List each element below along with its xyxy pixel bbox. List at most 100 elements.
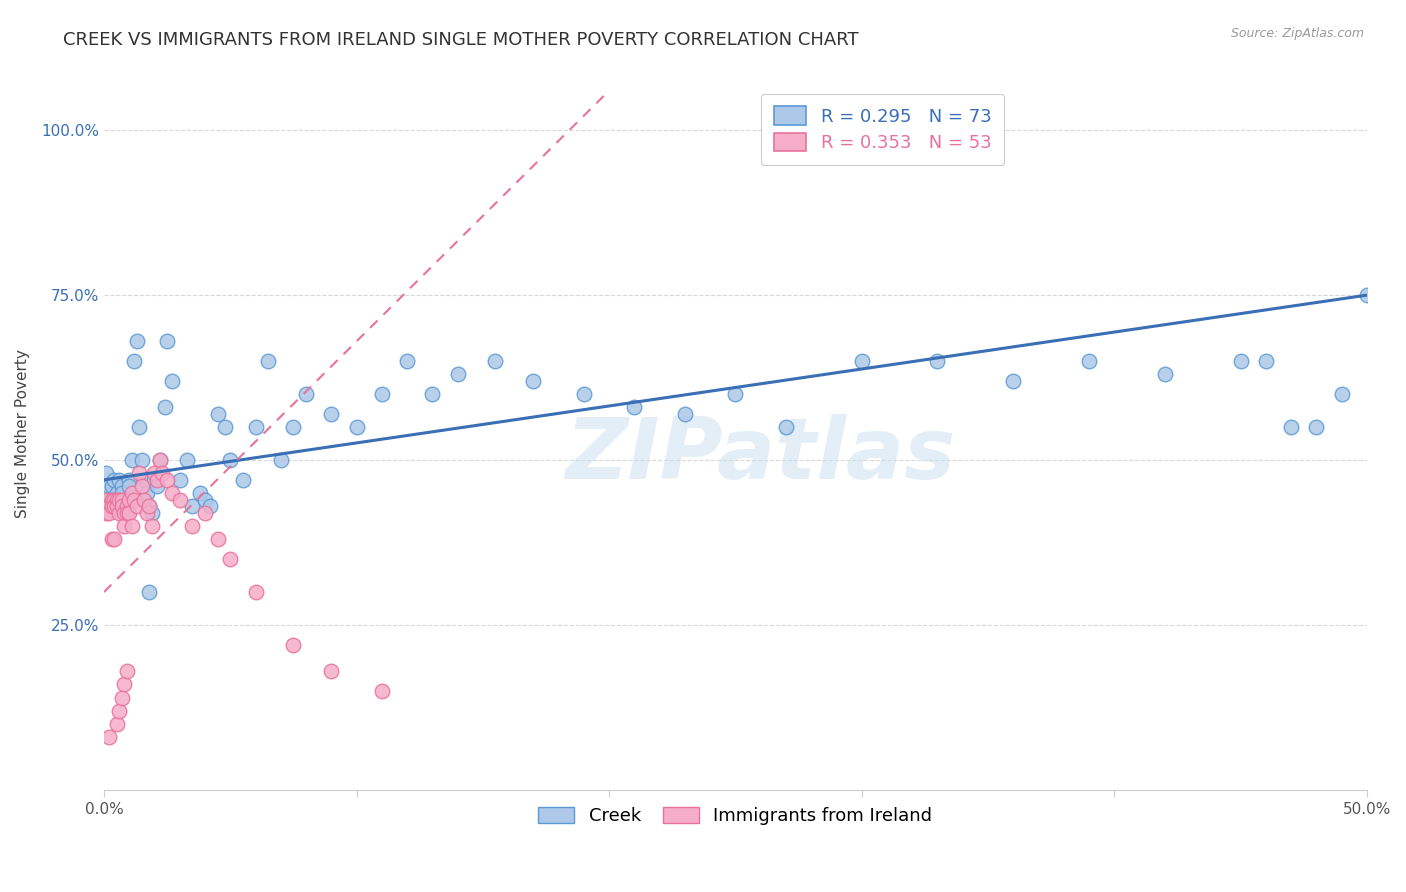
Point (1153, 368, 1175, 382)
Point (138, 500, 160, 514)
Point (188, 486, 211, 500)
Point (134, 492, 156, 507)
Point (724, 387, 747, 401)
Point (112, 492, 135, 507)
Point (153, 401, 176, 415)
Point (121, 453, 143, 467)
Point (1254, 354, 1277, 368)
Point (150, 467, 173, 481)
Point (1229, 354, 1251, 368)
Point (148, 453, 170, 467)
Point (103, 500, 125, 514)
Point (103, 533, 125, 547)
Point (851, 354, 873, 368)
Point (111, 479, 134, 493)
Point (103, 473, 125, 487)
Point (146, 473, 169, 487)
Point (148, 453, 170, 467)
Point (124, 492, 146, 507)
Point (775, 420, 797, 434)
Point (118, 506, 141, 520)
Point (131, 453, 153, 467)
Point (135, 506, 157, 520)
Point (105, 492, 128, 507)
Point (108, 506, 131, 520)
Point (143, 473, 166, 487)
Point (270, 453, 292, 467)
Point (283, 638, 305, 652)
Point (103, 492, 125, 507)
Point (111, 500, 134, 514)
Point (105, 500, 128, 514)
Point (141, 519, 163, 533)
Point (100, 500, 122, 514)
Point (207, 533, 229, 547)
Text: CREEK VS IMMIGRANTS FROM IRELAND SINGLE MOTHER POVERTY CORRELATION CHART: CREEK VS IMMIGRANTS FROM IRELAND SINGLE … (63, 31, 859, 49)
Text: Source: ZipAtlas.com: Source: ZipAtlas.com (1230, 27, 1364, 40)
Point (146, 479, 169, 493)
Point (396, 354, 419, 368)
Point (105, 492, 128, 507)
Point (219, 552, 242, 566)
Point (176, 453, 198, 467)
Point (169, 492, 191, 507)
Point (927, 354, 949, 368)
Point (214, 420, 236, 434)
Point (125, 334, 148, 349)
Point (96, 506, 118, 520)
Point (283, 420, 305, 434)
Point (125, 500, 148, 514)
Point (100, 533, 122, 547)
Point (118, 492, 141, 507)
Point (96, 492, 118, 507)
Point (484, 354, 506, 368)
Point (108, 492, 131, 507)
Point (103, 492, 125, 507)
Point (118, 473, 141, 487)
Point (198, 500, 221, 514)
Point (371, 684, 394, 698)
Point (420, 387, 443, 401)
Point (112, 677, 135, 691)
Point (219, 453, 242, 467)
Point (100, 479, 122, 493)
Point (98, 492, 121, 507)
Point (232, 473, 254, 487)
Point (118, 479, 141, 493)
Point (1279, 420, 1302, 434)
Point (1355, 288, 1378, 302)
Point (143, 467, 166, 481)
Point (105, 486, 128, 500)
Point (100, 500, 122, 514)
Point (321, 664, 343, 678)
Point (1305, 420, 1327, 434)
Point (124, 354, 146, 368)
Point (207, 407, 229, 421)
Point (112, 519, 135, 533)
Point (111, 486, 134, 500)
Point (108, 704, 131, 718)
Text: ZIPatlas: ZIPatlas (565, 414, 956, 497)
Point (112, 500, 135, 514)
Point (257, 354, 280, 368)
Point (96, 467, 118, 481)
Point (446, 368, 468, 382)
Point (141, 506, 163, 520)
Point (98, 506, 121, 520)
Point (131, 479, 153, 493)
Point (245, 420, 267, 434)
Point (1078, 354, 1101, 368)
Point (115, 492, 138, 507)
Point (194, 506, 217, 520)
Point (112, 506, 135, 520)
Point (346, 420, 368, 434)
Point (623, 401, 645, 415)
Point (121, 486, 143, 500)
Point (138, 585, 160, 599)
Point (295, 387, 318, 401)
Point (100, 492, 122, 507)
Point (115, 664, 138, 678)
Y-axis label: Single Mother Poverty: Single Mother Poverty (15, 350, 30, 518)
Point (111, 492, 134, 507)
Point (115, 506, 138, 520)
